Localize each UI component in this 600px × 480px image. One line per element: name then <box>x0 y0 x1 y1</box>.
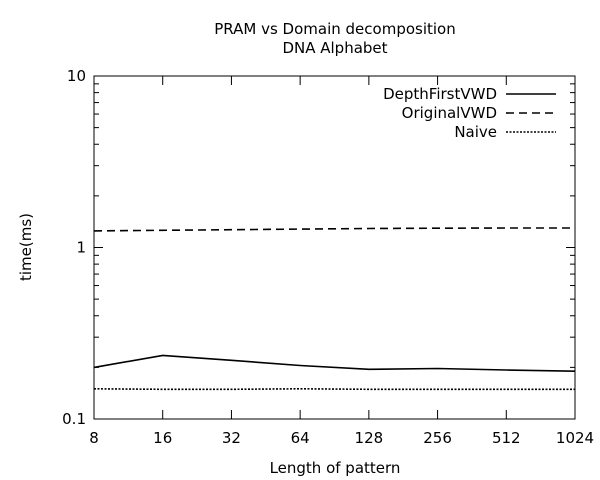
series-line-depthfirstvwd <box>93 354 576 372</box>
x-tick-label: 32 <box>222 429 241 447</box>
y-tick-label: 10 <box>67 67 86 85</box>
y-tick-label: 0.1 <box>62 410 86 428</box>
legend-label-depthfirstvwd: DepthFirstVWD <box>383 85 497 103</box>
x-tick-label: 512 <box>492 429 521 447</box>
x-tick-label: 128 <box>355 429 384 447</box>
x-tick-label: 256 <box>423 429 452 447</box>
series-line-originalvwd <box>93 227 575 232</box>
chart-subtitle: DNA Alphabet <box>282 39 387 57</box>
legend-label-naive: Naive <box>454 123 497 141</box>
x-tick-label: 8 <box>89 429 99 447</box>
x-tick-label: 16 <box>153 429 172 447</box>
y-axis-label: time(ms) <box>17 213 35 281</box>
chart-title: PRAM vs Domain decomposition <box>214 20 455 38</box>
x-tick-label: 64 <box>291 429 310 447</box>
x-axis-label: Length of pattern <box>270 459 401 477</box>
y-tick-label: 1 <box>76 239 86 257</box>
x-tick-label: 1024 <box>556 429 594 447</box>
series-line-naive <box>93 387 575 391</box>
legend-label-originalvwd: OriginalVWD <box>402 104 497 122</box>
